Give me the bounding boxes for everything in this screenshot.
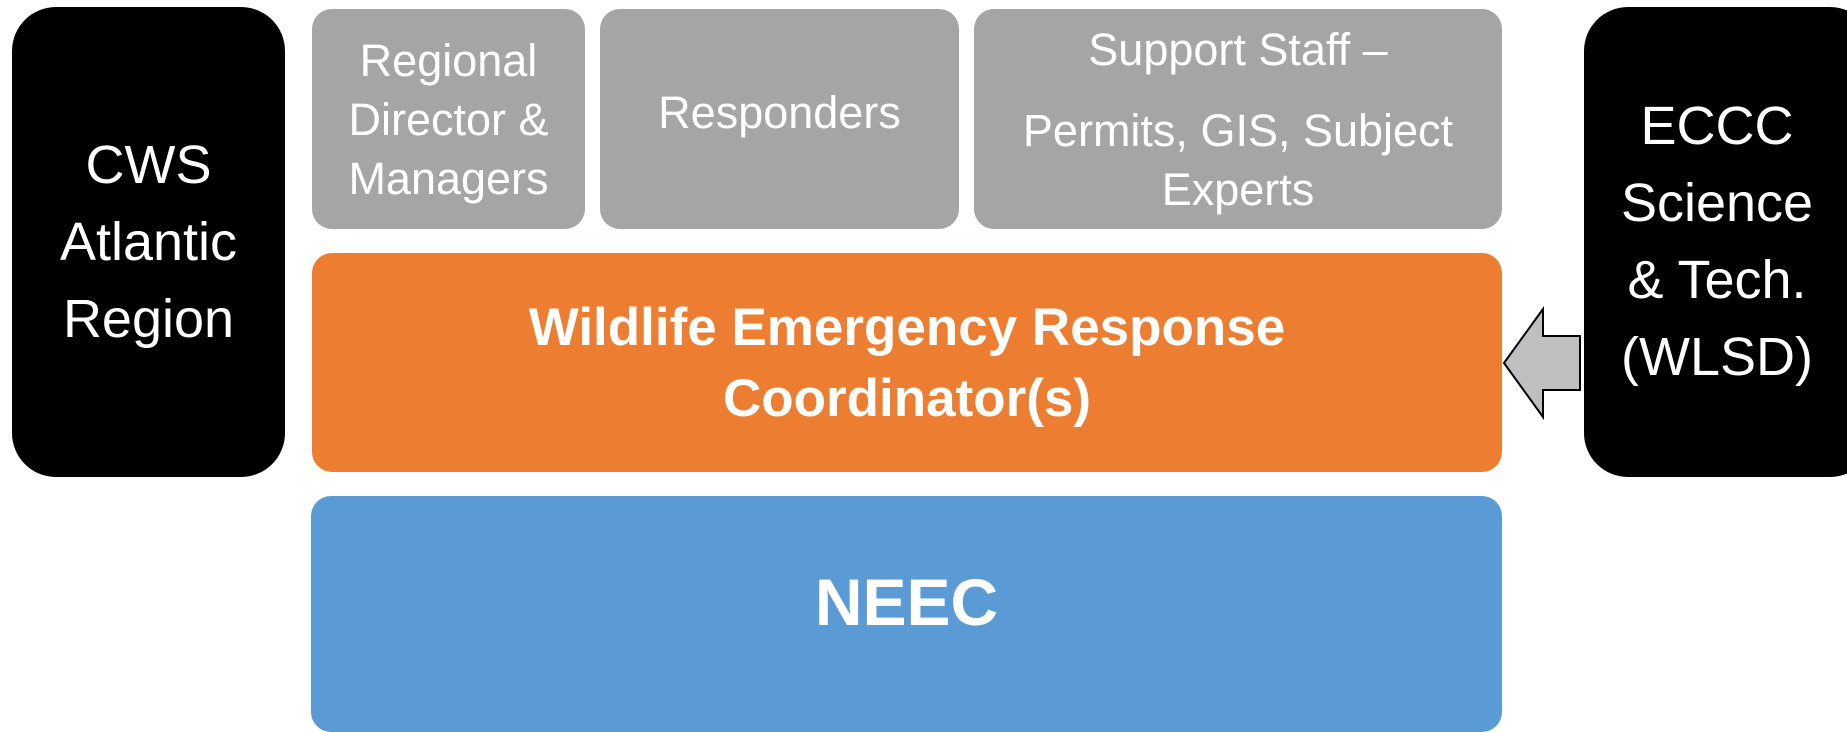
- coordinator-box: Wildlife Emergency Response Coordinator(…: [312, 253, 1502, 472]
- eccc-box: ECCC Science & Tech. (WLSD): [1584, 7, 1847, 477]
- box-text: Atlantic: [59, 211, 238, 272]
- box-text: Responders: [658, 86, 901, 138]
- box-text: Support Staff –: [1088, 23, 1388, 75]
- box-text: CWS: [85, 134, 212, 195]
- box-text: Permits, GIS, Subject: [1022, 104, 1454, 156]
- box-text: Director &: [348, 93, 549, 145]
- box-text: Coordinator(s): [722, 368, 1092, 428]
- cws-box: CWS Atlantic Region: [12, 7, 285, 477]
- box-text: Region: [62, 288, 235, 349]
- top-box: Regional Director & Managers: [312, 9, 585, 229]
- top-box: Support Staff – Permits, GIS, Subject Ex…: [974, 9, 1502, 229]
- box-text: ECCC: [1640, 96, 1794, 156]
- box-text: & Tech.: [1627, 250, 1807, 310]
- box-text: (WLSD): [1621, 327, 1813, 387]
- box-text: Experts: [1161, 163, 1315, 215]
- box-text: NEEC: [814, 565, 999, 639]
- base-box: NEEC: [311, 496, 1502, 732]
- page: {"left_box": {"lines": ["CWS", "Atlantic…: [12, 7, 1847, 732]
- top-box: Responders: [600, 9, 959, 229]
- arrow: [1502, 305, 1581, 421]
- box-text: Science: [1620, 173, 1814, 233]
- box-text: Wildlife Emergency Response: [528, 297, 1286, 357]
- arrow-layer: [1502, 305, 1581, 421]
- box-text: Regional: [359, 34, 538, 86]
- box-text: Managers: [348, 152, 549, 204]
